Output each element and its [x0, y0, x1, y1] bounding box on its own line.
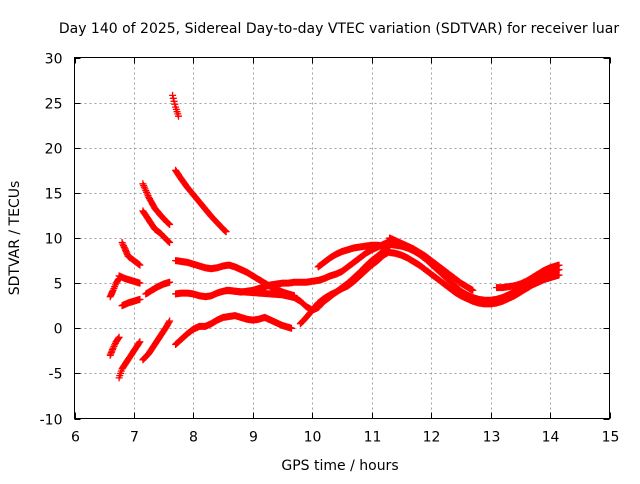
x-tick-label: 11: [364, 430, 382, 446]
series-s8: [139, 207, 174, 246]
series-s12: [172, 166, 230, 236]
data-point: [169, 91, 182, 120]
tick-layer: 6 7 8 9 10 11 12 13 14 15 -10 -5 0 5 10 15 20 25 30: [40, 52, 620, 446]
series-s10: [142, 278, 174, 298]
data-point: [115, 272, 144, 287]
series-s22: [493, 261, 563, 292]
data-point: [139, 207, 174, 246]
y-tick-label: 10: [45, 232, 63, 248]
series-s9: [139, 317, 174, 364]
series-s11: [169, 91, 182, 120]
series-s6: [118, 295, 144, 310]
y-tick-label: 20: [45, 142, 63, 158]
series-s18: [314, 241, 394, 271]
data-point: [493, 261, 563, 292]
series-s21: [386, 234, 477, 294]
x-tick-label: 12: [423, 430, 441, 446]
series-s4: [118, 239, 144, 269]
data-point: [118, 239, 144, 269]
x-tick-label: 9: [249, 430, 258, 446]
data-point: [106, 333, 123, 359]
data-point: [386, 234, 477, 294]
series-s17: [296, 241, 394, 328]
x-tick-label: 15: [602, 430, 620, 446]
series-s1: [106, 275, 123, 301]
y-tick-label: -5: [49, 367, 63, 383]
grid-layer: [74, 57, 610, 419]
x-tick-label: 7: [130, 430, 139, 446]
chart-title: Day 140 of 2025, Sidereal Day-to-day VTE…: [59, 21, 620, 37]
data-point: [314, 241, 394, 271]
series-s2: [106, 333, 123, 359]
series-s7: [139, 180, 174, 228]
data-point: [172, 312, 295, 348]
data-layer: [106, 91, 563, 382]
data-point: [139, 180, 174, 228]
y-tick-label: 0: [54, 322, 63, 338]
data-point: [118, 295, 144, 310]
data-point: [106, 275, 123, 301]
y-tick-label: 30: [45, 52, 63, 68]
y-tick-label: -10: [40, 413, 63, 429]
y-tick-label: 25: [45, 97, 63, 113]
x-tick-label: 14: [542, 430, 560, 446]
series-s20: [386, 248, 563, 308]
data-point: [142, 278, 174, 298]
y-axis-label: SDTVAR / TECUs: [7, 181, 23, 296]
x-tick-label: 13: [483, 430, 501, 446]
y-tick-label: 15: [45, 187, 63, 203]
y-tick-label: 5: [54, 277, 63, 293]
data-point: [386, 248, 563, 308]
data-point: [296, 241, 394, 328]
data-point: [139, 317, 174, 364]
x-tick-label: 6: [71, 430, 80, 446]
data-point: [115, 338, 144, 382]
series-s3: [115, 272, 144, 287]
x-tick-label: 8: [189, 430, 198, 446]
series-s5: [115, 338, 144, 382]
series-s15: [172, 312, 295, 348]
data-point: [172, 166, 230, 236]
x-tick-label: 10: [304, 430, 322, 446]
x-axis-label: GPS time / hours: [281, 458, 398, 474]
